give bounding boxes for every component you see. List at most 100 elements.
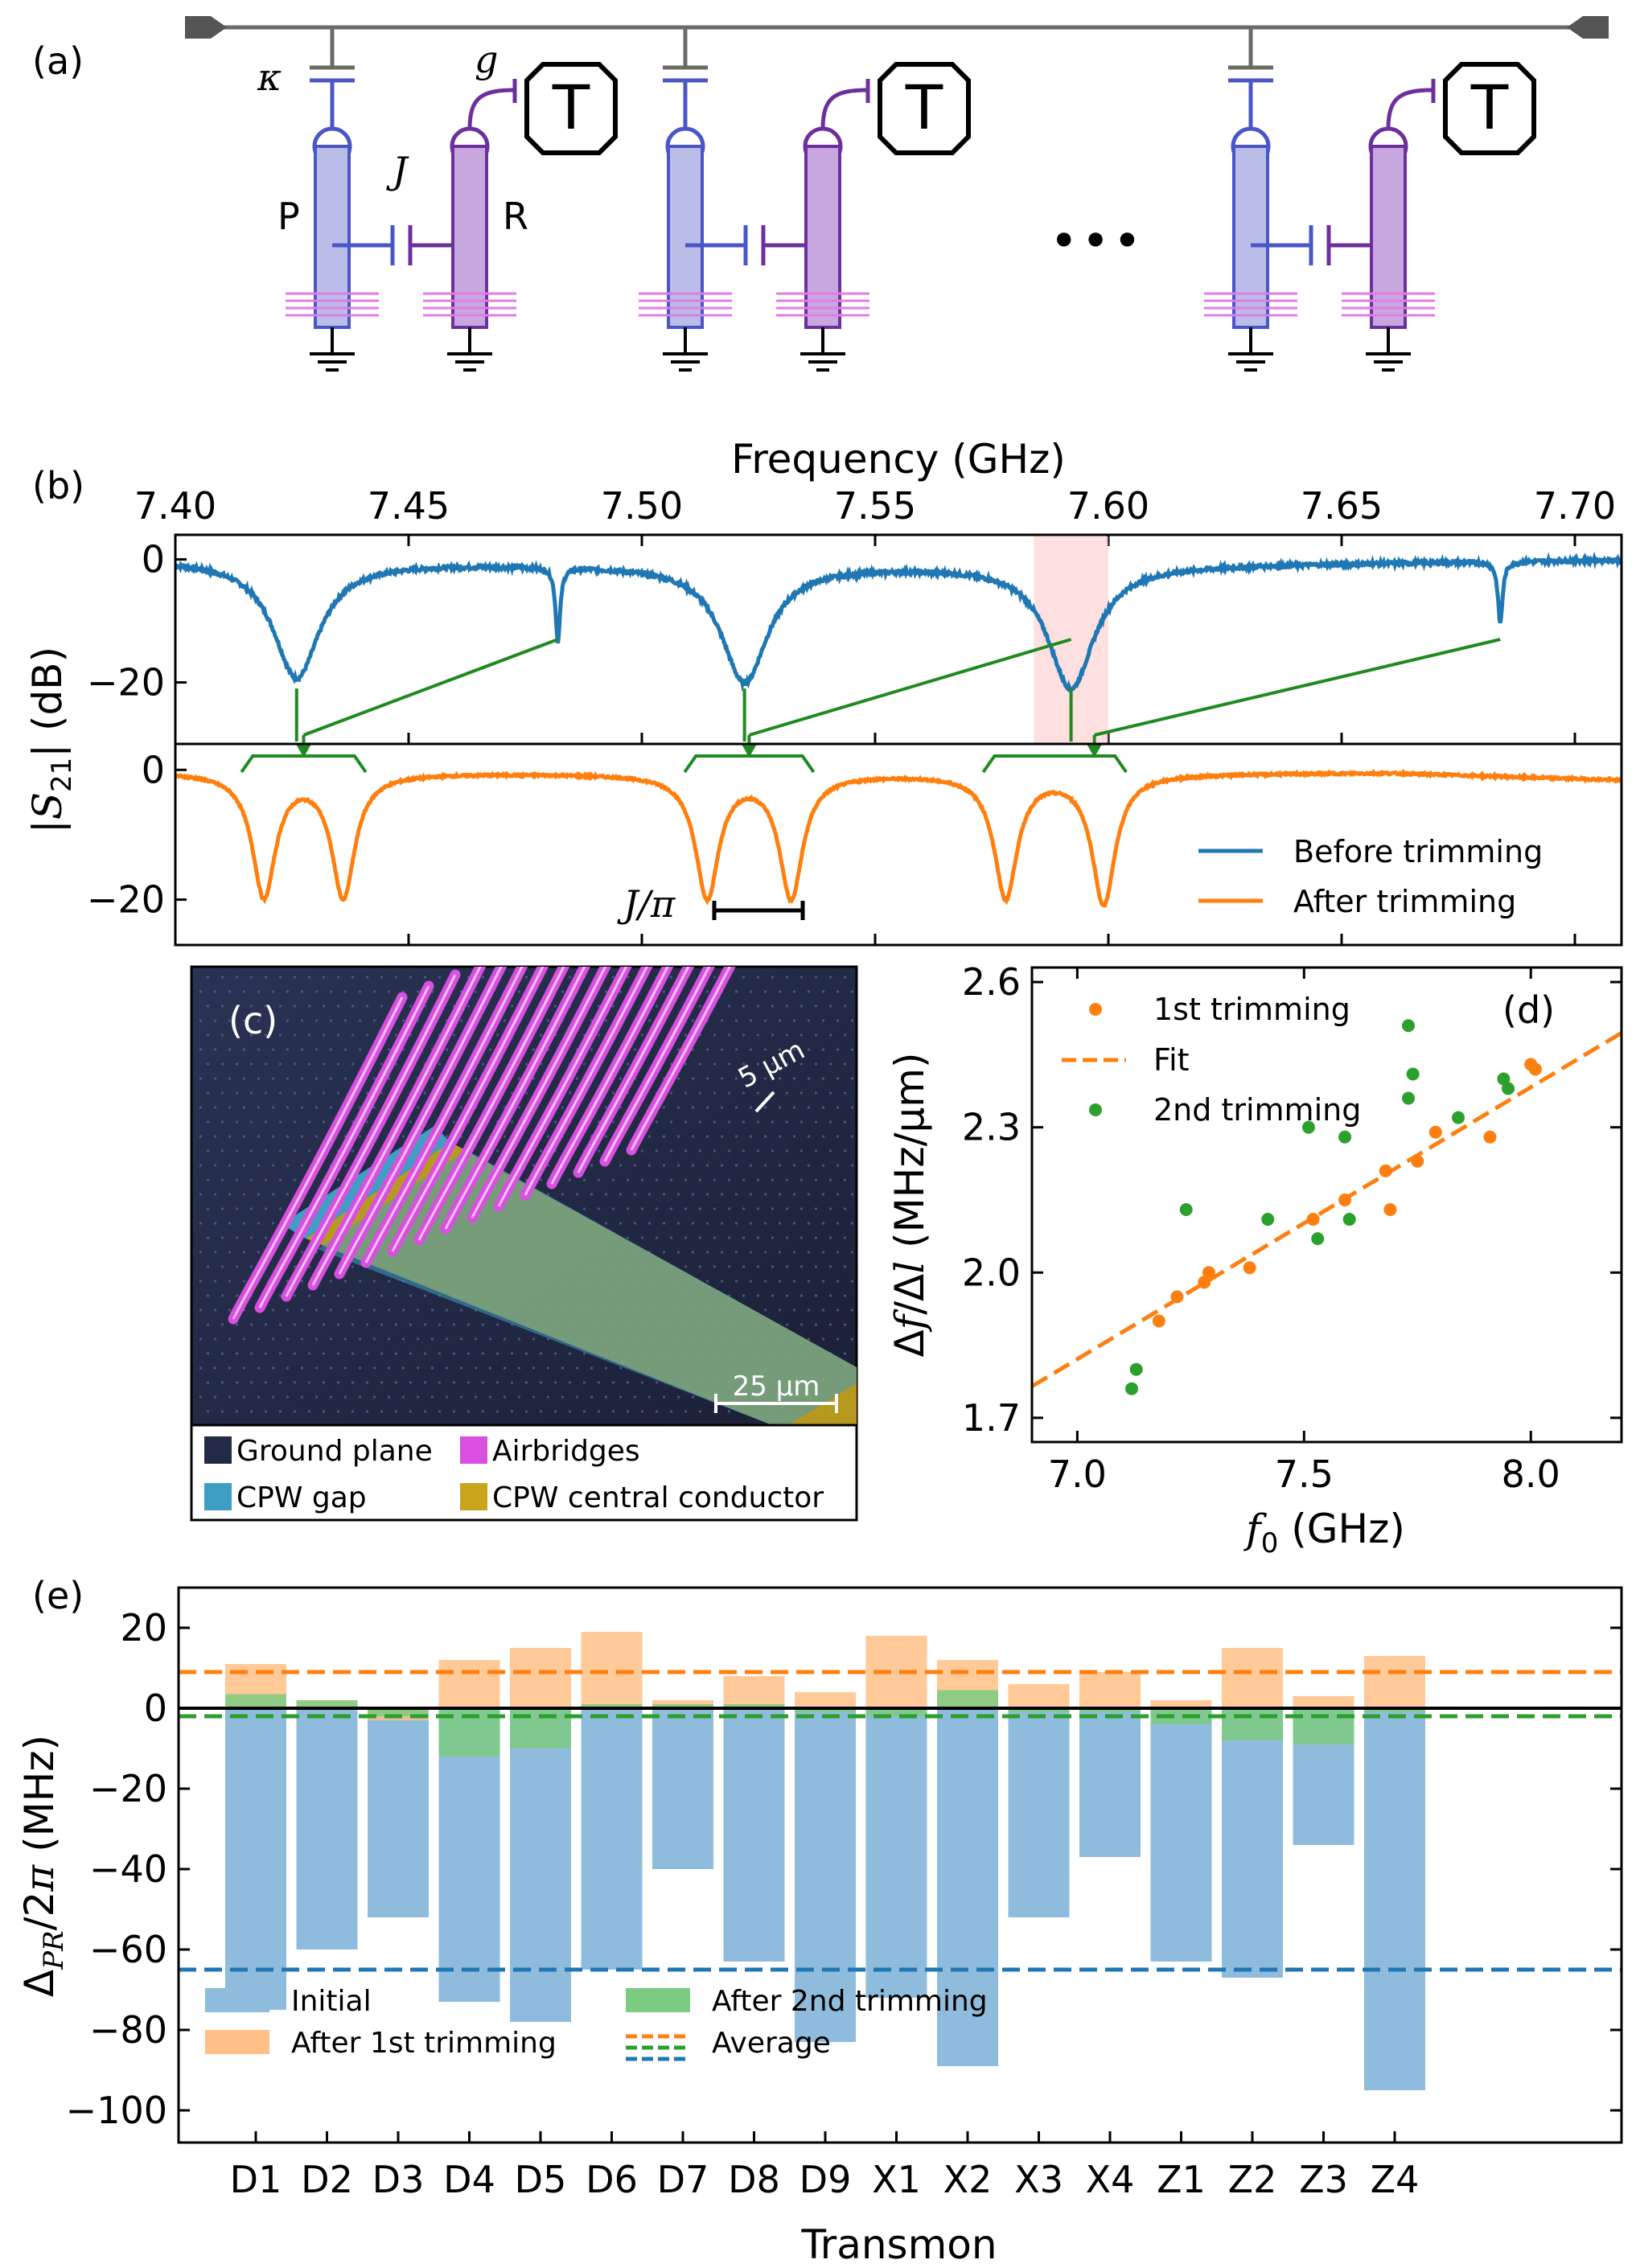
initial-bar: [296, 1708, 358, 1950]
e-ytick-label: −60: [89, 1928, 167, 1971]
d-legend: 1st trimming Fit 2nd trimming: [1062, 992, 1361, 1128]
first-trim-bar: [1150, 1700, 1212, 1708]
transmon-label: Z2: [1228, 2158, 1277, 2201]
first-trim-point: [1198, 1276, 1211, 1289]
transmon-label: D5: [515, 2158, 567, 2201]
j-label: J: [386, 149, 409, 192]
b-ytick-label: 0: [142, 538, 165, 581]
second-trim-point: [1342, 1213, 1356, 1226]
panel-c-letter: (c): [228, 999, 277, 1042]
e-ytick-label: −40: [89, 1847, 167, 1891]
d-legend-second: 2nd trimming: [1153, 1092, 1361, 1128]
second-trim-bar: [1079, 1708, 1141, 1712]
circuit-cell: T: [639, 29, 971, 372]
d-xtick-label: 7.0: [1048, 1452, 1107, 1496]
e-legend-initial: Initial: [291, 1985, 372, 2018]
transmon-label: D3: [372, 2158, 425, 2201]
second-trim-point: [1401, 1019, 1415, 1033]
e-x-title: Transmon: [800, 2221, 997, 2268]
b-xtick-label: 7.50: [601, 484, 683, 528]
second-trim-bar: [937, 1690, 998, 1708]
before-trimming-curve: [175, 551, 1622, 693]
initial-bar: [1008, 1708, 1070, 1917]
first-trim-bar: [795, 1692, 856, 1708]
arrow: [748, 638, 1072, 737]
second-trim-point: [1261, 1213, 1275, 1226]
second-trim-point: [1125, 1382, 1139, 1395]
transmon-label: X4: [1086, 2158, 1135, 2201]
j-over-pi-marker: J/π: [617, 882, 805, 926]
d-xtick-label: 8.0: [1502, 1452, 1560, 1496]
initial-bar: [225, 1708, 286, 2010]
second-trim-bar: [1008, 1708, 1070, 1712]
initial-bar: [1079, 1708, 1141, 1857]
second-trim-bar: [723, 1704, 785, 1708]
transmon-label: X3: [1014, 2158, 1063, 2201]
initial-bar: [795, 1708, 856, 2042]
transmon-label: Z3: [1299, 2158, 1348, 2201]
transmon-label: D7: [657, 2158, 709, 2201]
c-legend-ground: Ground plane: [236, 1435, 433, 1468]
d-ytick-label: 1.7: [962, 1396, 1021, 1440]
arrow: [1094, 638, 1501, 737]
e-ytick-label: −80: [89, 2008, 167, 2052]
kappa-label: κ: [257, 55, 282, 99]
bracket: [240, 754, 368, 774]
transmon-label: D6: [586, 2158, 638, 2201]
p-label: P: [277, 195, 300, 238]
first-trim-point: [1338, 1193, 1352, 1206]
first-trim-bar: [1008, 1684, 1070, 1708]
first-trim-bar: [1293, 1696, 1354, 1708]
d-legend-fit: Fit: [1153, 1042, 1190, 1078]
initial-bar: [581, 1708, 643, 1970]
e-legend-first: After 1st trimming: [291, 2027, 557, 2060]
d-ytick-label: 2.0: [962, 1251, 1021, 1294]
j-over-pi-label: J/π: [617, 882, 676, 926]
first-trim-point: [1202, 1266, 1215, 1280]
second-trim-bar: [795, 1708, 856, 1712]
e-legend-average: Average: [712, 2027, 831, 2060]
first-trim-point: [1306, 1213, 1320, 1226]
b-y-title: |S21| (dB): [24, 647, 78, 833]
e-ytick-label: 0: [144, 1687, 167, 1730]
after-trimming-curve: [175, 768, 1622, 908]
second-trim-bar: [652, 1704, 713, 1708]
first-trim-point: [1379, 1164, 1392, 1177]
g-label: g: [475, 38, 498, 81]
initial-bar: [1150, 1708, 1212, 1962]
first-trim-bar: [1222, 1648, 1283, 1708]
second-trim-bar: [1364, 1708, 1425, 1712]
c-legend-airbridges: Airbridges: [492, 1435, 640, 1468]
initial-bar: [937, 1708, 998, 2066]
b-ytick-label: −20: [87, 878, 165, 922]
second-trim-bar: [1222, 1708, 1283, 1740]
circuit-cell: Tκ g J P R: [257, 29, 618, 372]
transmon-label: X1: [872, 2158, 921, 2201]
first-trim-bar: [1364, 1656, 1425, 1708]
second-trim-bar: [368, 1708, 429, 1716]
transmon-label: X2: [943, 2158, 993, 2201]
b-xtick-label: 7.40: [134, 484, 216, 528]
second-trim-point: [1179, 1203, 1193, 1217]
e-y-title: ΔPR/2π (MHz): [16, 1735, 70, 1997]
b-legend: Before trimming After trimming: [1198, 834, 1543, 919]
b-x-title: Frequency (GHz): [731, 436, 1066, 483]
transmon-label: D9: [800, 2158, 852, 2201]
transmon-label: D2: [301, 2158, 353, 2201]
second-trim-bar: [1150, 1708, 1212, 1724]
c-legend-cpw-conductor: CPW central conductor: [492, 1481, 824, 1514]
bracket: [683, 754, 816, 774]
initial-bar: [368, 1708, 429, 1917]
first-trim-bar: [1079, 1672, 1141, 1708]
transmon-box: [878, 62, 971, 155]
b-xtick-label: 7.70: [1534, 484, 1616, 528]
panel-d-letter: (d): [1502, 988, 1555, 1032]
initial-bar: [723, 1708, 785, 1962]
arrow-head: [296, 745, 311, 758]
initial-bar: [510, 1708, 571, 2022]
first-trim-point: [1528, 1062, 1542, 1076]
scatter-panel: 7.0 7.5 8.0 1.7 2.0 2.3 2.6 (d) f0 (GHz) Δf/Δl…: [886, 960, 1623, 1559]
transmon-label: D8: [728, 2158, 780, 2201]
first-trim-bar: [723, 1676, 785, 1708]
r-label: R: [503, 195, 528, 238]
